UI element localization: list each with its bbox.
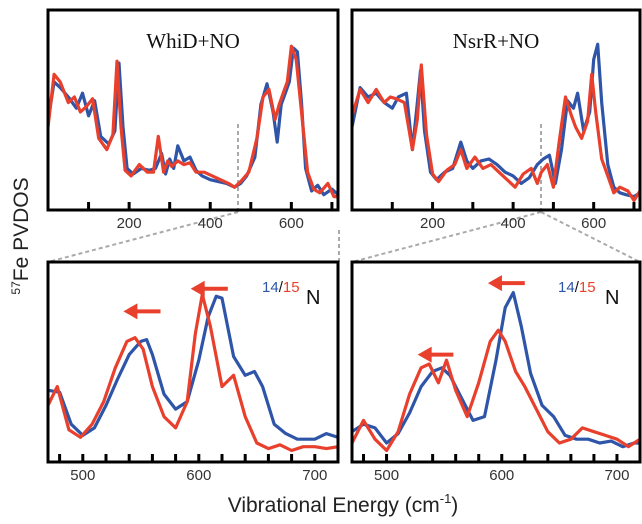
panel-frame [46,8,340,212]
series-group [352,42,640,202]
x-tick-label: 600 [279,215,304,232]
panel-nsrr-zoom: 500 600 700 [350,260,642,484]
x-tick-label: 600 [186,467,211,484]
isotope-14-label: 14 [262,279,279,296]
series-line-14n [352,291,640,449]
isotope-slash: / [575,279,580,296]
isotope-label-right: 14/15 N [558,279,619,309]
panel-nsrr-full: 200 400 600 NsrR+NO [350,8,642,232]
shift-arrow [190,280,228,297]
y-axis-label: Fe PVDOS [10,177,33,281]
x-tick-label: 700 [604,467,629,484]
series-line-15n [48,292,338,453]
series-line-14n [48,294,338,441]
x-axis-label: Vibrational Energy (cm [228,494,440,517]
series-group [48,292,338,453]
x-tick-label: 200 [117,215,142,232]
zoom-guide-right-diag [351,211,542,263]
y-axis-superscript: 57 [9,281,23,295]
svg-text:14/15: 14/15 [558,279,596,296]
series-line-15n [48,44,338,199]
panel-frame [46,260,340,464]
x-axis-close: ) [451,494,458,517]
x-tick-label: 500 [374,467,399,484]
series-line-14n [352,42,640,199]
zoom-guide-right-diag2 [540,211,641,263]
x-axis-title: Vibrational Energy (cm-1) [228,491,459,517]
panel-whid-zoom: 500 600 700 [46,260,340,484]
series-line-15n [352,328,640,453]
isotope-15-label: 15 [579,279,596,296]
x-tick-label: 400 [198,215,223,232]
isotope-15-label: 15 [283,279,300,296]
shift-arrow [123,303,161,320]
series-line-15n [352,63,640,202]
isotope-n-label: N [306,287,320,309]
panel-title: NsrR+NO [453,29,540,53]
x-tick-label: 700 [302,467,327,484]
zoom-guides [47,124,641,263]
svg-text:14/15: 14/15 [262,279,300,296]
series-group [352,291,640,453]
zoom-guide-left-diag [47,211,239,263]
panel-frame [350,260,642,464]
svg-text:57Fe PVDOS: 57Fe PVDOS [9,177,33,294]
shift-arrow [487,275,525,292]
panel-whid-full: 200 400 600 WhiD+NO [46,8,340,232]
x-tick-label: 400 [501,215,526,232]
series-line-14n [48,46,338,197]
y-axis-title: 57Fe PVDOS [9,177,33,294]
x-axis-exponent: -1 [440,491,452,506]
panel-frame [350,8,642,212]
x-tick-label: 600 [489,467,514,484]
shift-arrow [417,346,454,363]
panel-title: WhiD+NO [146,29,240,53]
x-tick-label: 500 [70,467,95,484]
isotope-slash: / [279,279,284,296]
isotope-n-label: N [605,287,619,309]
x-tick-label: 600 [581,215,606,232]
isotope-label-left: 14/15 N [262,279,320,309]
isotope-14-label: 14 [558,279,575,296]
series-group [48,44,338,199]
x-tick-label: 200 [420,215,445,232]
